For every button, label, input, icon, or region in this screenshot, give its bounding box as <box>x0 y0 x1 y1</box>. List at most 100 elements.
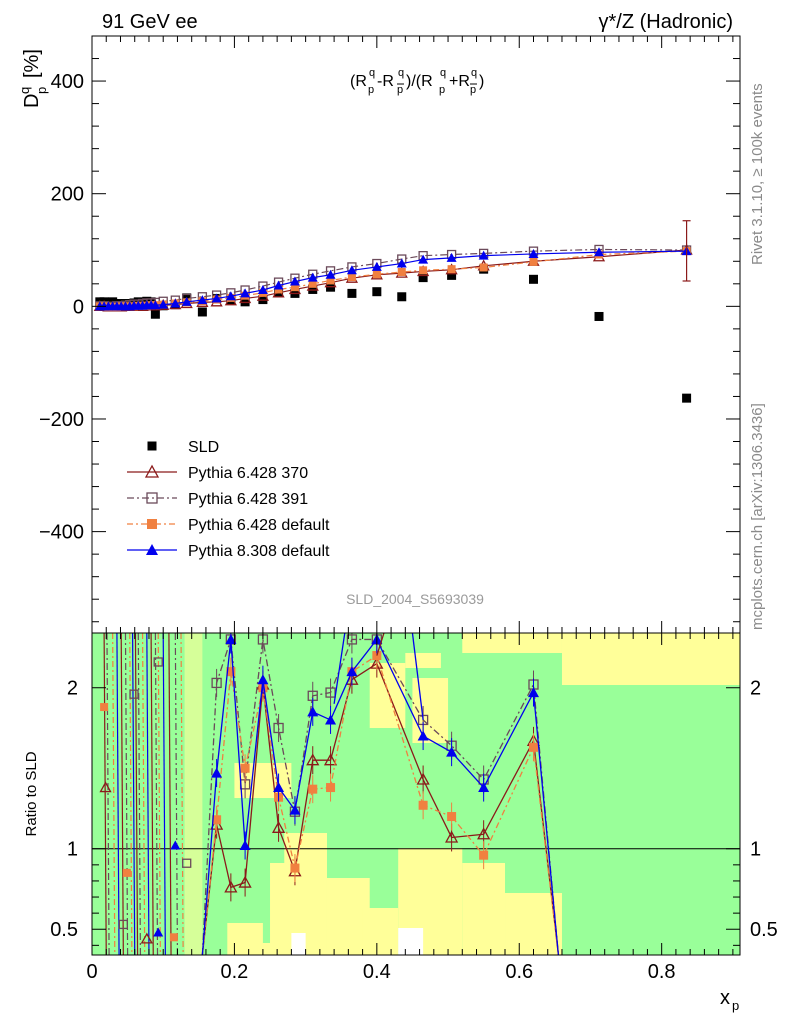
point-p8def <box>197 295 208 305</box>
ratio-point-p391 <box>211 677 222 689</box>
point-p8def <box>478 250 489 260</box>
ratio-point-p8def <box>257 674 269 685</box>
svg-text:[%]: [%] <box>21 49 43 78</box>
ratio-y-tick-label-right: 2 <box>750 678 761 700</box>
point-p8def <box>150 300 161 310</box>
ratio-offscale-p391 <box>174 633 179 955</box>
svg-text:p: p <box>368 84 374 96</box>
y-axis-label-ratio: Ratio to SLD <box>23 751 40 836</box>
y-tick-label: 0 <box>73 296 84 318</box>
ratio-point-p370 <box>238 875 252 888</box>
legend-marker-p391 <box>146 492 158 504</box>
point-p8def <box>211 293 222 303</box>
ratio-offscale-p391 <box>124 633 129 955</box>
x-tick-label: 0.6 <box>505 961 533 983</box>
ratio-offscale-p370 <box>120 633 124 955</box>
point-p8def <box>273 280 284 290</box>
svg-text:+R: +R <box>449 73 470 90</box>
legend-marker-data <box>147 441 157 451</box>
ratio-point-p8def <box>225 633 237 644</box>
point-data <box>197 307 207 317</box>
point-p6def <box>326 276 335 285</box>
ratio-point-p6def <box>100 703 109 712</box>
point-data <box>682 393 692 403</box>
point-p8def <box>446 252 457 262</box>
svg-text:q: q <box>17 87 32 94</box>
ratio-offscale-p391 <box>154 633 159 955</box>
rivet-label: Rivet 3.1.10, ≥ 100k events <box>749 83 766 265</box>
x-tick-label: 0.8 <box>648 961 676 983</box>
legend: SLD Pythia 6.428 370 Pythia 6.428 391 Pythi… <box>127 439 330 560</box>
ratio-point-p391 <box>273 722 284 734</box>
ratio-point-p8def <box>289 804 301 815</box>
ratio-line-p391 <box>201 638 560 955</box>
ratio-point-p6def <box>212 815 222 825</box>
point-data <box>528 274 538 284</box>
svg-text:p: p <box>470 84 476 96</box>
y-tick-label: −200 <box>39 409 84 431</box>
mcplots-label: mcplots.cern.ch [arXiv:1306.3436] <box>749 403 766 630</box>
ratio-point-p370 <box>445 830 459 843</box>
point-data <box>397 292 407 302</box>
ratio-point-p8def <box>325 714 337 725</box>
band-yellow <box>184 633 203 955</box>
ratio-point-p6def <box>169 933 178 942</box>
y-tick-label: −400 <box>39 522 84 544</box>
ratio-point-p8def <box>346 666 358 677</box>
header-right: γ*/Z (Hadronic) <box>599 11 733 33</box>
point-p8def <box>371 261 382 271</box>
ratio-offscale-p8def <box>162 633 166 955</box>
ratio-point-p370 <box>140 932 153 944</box>
point-p6def <box>479 263 488 272</box>
ratio-point-p370 <box>99 781 112 793</box>
ratio-offscale-p370 <box>103 633 107 955</box>
point-p8def <box>528 248 539 258</box>
ratio-offscale-p8def <box>116 633 120 955</box>
band-yellow <box>405 653 441 668</box>
band-gap <box>291 933 306 955</box>
svg-text:x: x <box>720 987 730 1009</box>
band-yellow <box>561 633 740 683</box>
svg-text:): ) <box>479 73 484 90</box>
x-tick-label: 0.2 <box>221 961 249 983</box>
point-p6def <box>529 257 538 266</box>
ratio-offscale-p6def <box>112 633 116 955</box>
ratio-point-p370 <box>477 827 491 840</box>
uncertainty-bands <box>92 633 740 955</box>
point-p6def <box>419 266 428 275</box>
band-gap <box>398 928 424 955</box>
svg-text:-R: -R <box>377 73 394 90</box>
svg-text:D: D <box>21 94 43 108</box>
ratio-point-p8def <box>239 840 251 851</box>
band-yellow <box>369 663 406 728</box>
ratio-offscale-p6def <box>141 633 146 955</box>
point-p6def <box>290 283 299 292</box>
svg-text:p: p <box>397 84 403 96</box>
ratio-point-p8def <box>153 927 164 937</box>
ratio-offscale-p370 <box>134 633 139 955</box>
ratio-point-p8def <box>446 746 458 757</box>
ratio-point-p8def <box>527 687 539 698</box>
legend-marker-p6def <box>147 519 157 529</box>
svg-text:p: p <box>732 998 739 1013</box>
ratio-point-p6def <box>447 812 457 822</box>
axes: 0 0.2 0.4 0.6 0.8 −400 −200 0 200 400 0.5 0.5 1 1 2 2 <box>39 35 778 983</box>
ratio-curves <box>92 633 740 955</box>
point-data <box>447 270 457 280</box>
legend-marker-p8def <box>146 544 158 555</box>
ratio-point-p6def <box>308 784 318 794</box>
point-data <box>372 287 382 297</box>
point-p8def <box>257 285 268 295</box>
ratio-spike <box>376 633 385 656</box>
ratio-point-p8def <box>273 782 285 793</box>
ratio-point-p8def <box>417 730 429 741</box>
ratio-point-p6def <box>418 800 428 810</box>
ratio-y-tick-label-right: 1 <box>750 839 761 861</box>
ratio-clip-group <box>92 633 740 955</box>
x-tick-label: 0 <box>86 961 97 983</box>
band-yellow <box>234 943 278 955</box>
point-p6def <box>447 265 456 274</box>
point-p8def <box>346 265 357 275</box>
point-p8def <box>325 269 336 279</box>
point-p8def <box>181 296 192 306</box>
